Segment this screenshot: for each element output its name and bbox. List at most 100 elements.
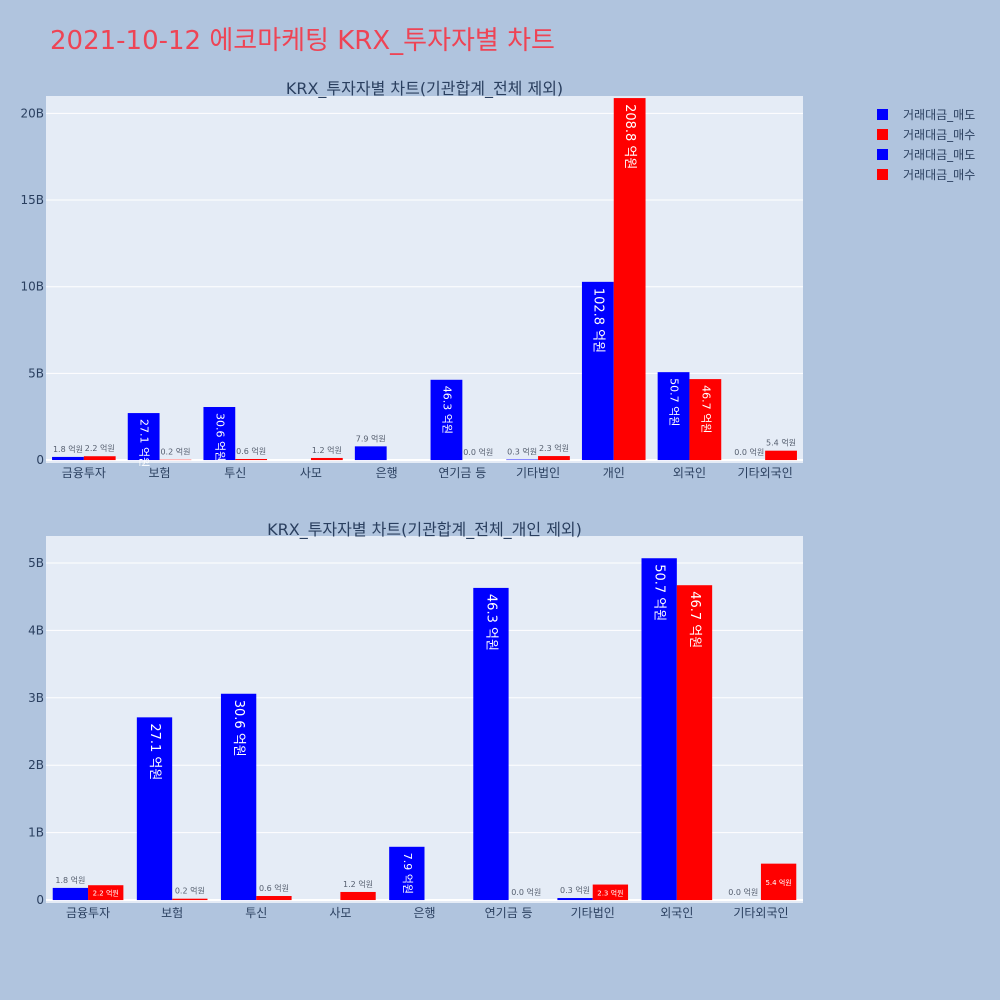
- data-label: 2.2 억원: [85, 443, 115, 453]
- data-label: 0.6 억원: [259, 883, 289, 893]
- x-tick-label: 은행: [376, 465, 398, 480]
- y-tick-label: 5B: [28, 366, 44, 380]
- data-label: 0.0 억원: [511, 887, 541, 897]
- bar[interactable]: [389, 846, 425, 901]
- data-label: 1.8 억원: [55, 875, 85, 885]
- bar[interactable]: [676, 585, 713, 901]
- data-label: 30.6 억원: [231, 700, 246, 757]
- bar[interactable]: [203, 407, 236, 461]
- data-label: 7.9 억원: [401, 853, 414, 894]
- bar[interactable]: [506, 459, 539, 461]
- bar[interactable]: [83, 456, 116, 461]
- bar[interactable]: [136, 717, 173, 901]
- data-label: 0.0 억원: [728, 887, 758, 897]
- x-tick-label: 외국인: [660, 906, 693, 920]
- legend-label[interactable]: 거래대금_매도: [903, 148, 975, 162]
- x-tick-label: 금융투자: [66, 906, 110, 920]
- data-label: 5.4 억원: [765, 878, 791, 887]
- legend-swatch[interactable]: [877, 109, 888, 120]
- bar[interactable]: [557, 898, 593, 901]
- data-label: 27.1 억원: [138, 419, 151, 467]
- x-tick-label: 은행: [413, 905, 435, 920]
- data-label: 27.1 억원: [147, 723, 162, 780]
- bar[interactable]: [354, 446, 387, 461]
- bar[interactable]: [430, 379, 463, 461]
- bar[interactable]: [220, 693, 257, 901]
- chart-title: KRX_투자자별 차트(기관합계_전체_개인 제외): [267, 520, 582, 540]
- bar[interactable]: [581, 281, 614, 461]
- data-label: 208.8 억원: [622, 104, 637, 169]
- data-label: 0.6 억원: [236, 446, 266, 456]
- bar[interactable]: [538, 456, 570, 461]
- main-title: 2021-10-12 에코마케팅 KRX_투자자별 차트: [50, 26, 555, 56]
- bar[interactable]: [172, 898, 208, 901]
- y-tick-label: 15B: [20, 193, 44, 207]
- legend-label[interactable]: 거래대금_매도: [903, 108, 975, 122]
- legend-swatch[interactable]: [877, 169, 888, 180]
- y-tick-label: 0: [36, 453, 44, 467]
- data-label: 2.3 억원: [597, 888, 623, 897]
- chart-title: KRX_투자자별 차트(기관합계_전체 제외): [286, 79, 563, 99]
- y-tick-label: 10B: [20, 280, 44, 294]
- data-label: 0.2 억원: [160, 447, 190, 457]
- x-tick-label: 개인: [603, 466, 625, 480]
- data-label: 0.3 억원: [560, 885, 590, 895]
- bar[interactable]: [657, 372, 690, 461]
- y-tick-label: 5B: [28, 556, 44, 570]
- bar[interactable]: [765, 450, 797, 461]
- data-label: 2.3 억원: [539, 443, 569, 453]
- data-label: 2.2 억원: [93, 889, 119, 898]
- y-tick-label: 2B: [28, 758, 44, 772]
- legend-swatch[interactable]: [877, 149, 888, 160]
- data-label: 0.0 억원: [734, 447, 764, 457]
- bar[interactable]: [88, 885, 124, 901]
- bar[interactable]: [235, 459, 268, 461]
- bar[interactable]: [52, 456, 84, 461]
- legend-label[interactable]: 거래대금_매수: [903, 128, 975, 142]
- data-label: 46.7 억원: [699, 385, 712, 433]
- bar[interactable]: [641, 558, 677, 901]
- data-label: 5.4 억원: [766, 438, 796, 448]
- bar[interactable]: [760, 863, 797, 901]
- x-tick-label: 금융투자: [62, 466, 106, 480]
- data-label: 0.3 억원: [507, 447, 537, 457]
- data-label: 0.2 억원: [175, 886, 205, 896]
- bar[interactable]: [256, 896, 292, 901]
- x-tick-label: 외국인: [673, 466, 706, 480]
- bar[interactable]: [473, 587, 509, 901]
- x-tick-label: 기타외국인: [733, 906, 788, 920]
- x-tick-label: 연기금 등: [438, 466, 486, 480]
- x-tick-label: 보험: [149, 466, 171, 480]
- x-tick-label: 기타외국인: [738, 466, 793, 480]
- y-tick-label: 0: [36, 893, 44, 907]
- bar[interactable]: [340, 891, 376, 901]
- bar[interactable]: [52, 887, 89, 901]
- y-tick-label: 4B: [28, 623, 44, 637]
- chart-1: 0 5B 10B 15B 20B KRX_투자자별 차트(기관합계_전체 제외) 금융투자 1…: [20, 79, 803, 480]
- bar[interactable]: [310, 457, 343, 461]
- bar[interactable]: [592, 884, 629, 901]
- data-label: 1.8 억원: [53, 444, 83, 454]
- data-label: 102.8 억원: [590, 288, 605, 353]
- data-label: 30.6 억원: [213, 413, 226, 461]
- x-tick-label: 연기금 등: [485, 906, 533, 920]
- bar[interactable]: [689, 379, 722, 461]
- x-tick-label: 투신: [245, 906, 267, 920]
- chart-2: 0 1B 2B 3B 4B 5B KRX_투자자별 차트(기관합계_전체_개인 제외) 금융투…: [28, 520, 803, 920]
- y-tick-label: 20B: [20, 106, 44, 120]
- legend-label[interactable]: 거래대금_매수: [903, 168, 975, 182]
- bar[interactable]: [127, 413, 160, 461]
- data-label: 46.3 억원: [483, 594, 498, 651]
- x-tick-label: 기타법인: [571, 906, 615, 920]
- legend-swatch[interactable]: [877, 129, 888, 140]
- data-label: 1.2 억원: [312, 445, 342, 455]
- y-tick-label: 3B: [28, 691, 44, 705]
- x-tick-label: 사모: [329, 906, 351, 920]
- data-label: 46.3 억원: [440, 386, 453, 434]
- bar[interactable]: [613, 98, 646, 461]
- y-tick-label: 1B: [28, 826, 44, 840]
- data-label: 1.2 억원: [343, 879, 373, 889]
- data-label: 50.7 억원: [652, 564, 667, 621]
